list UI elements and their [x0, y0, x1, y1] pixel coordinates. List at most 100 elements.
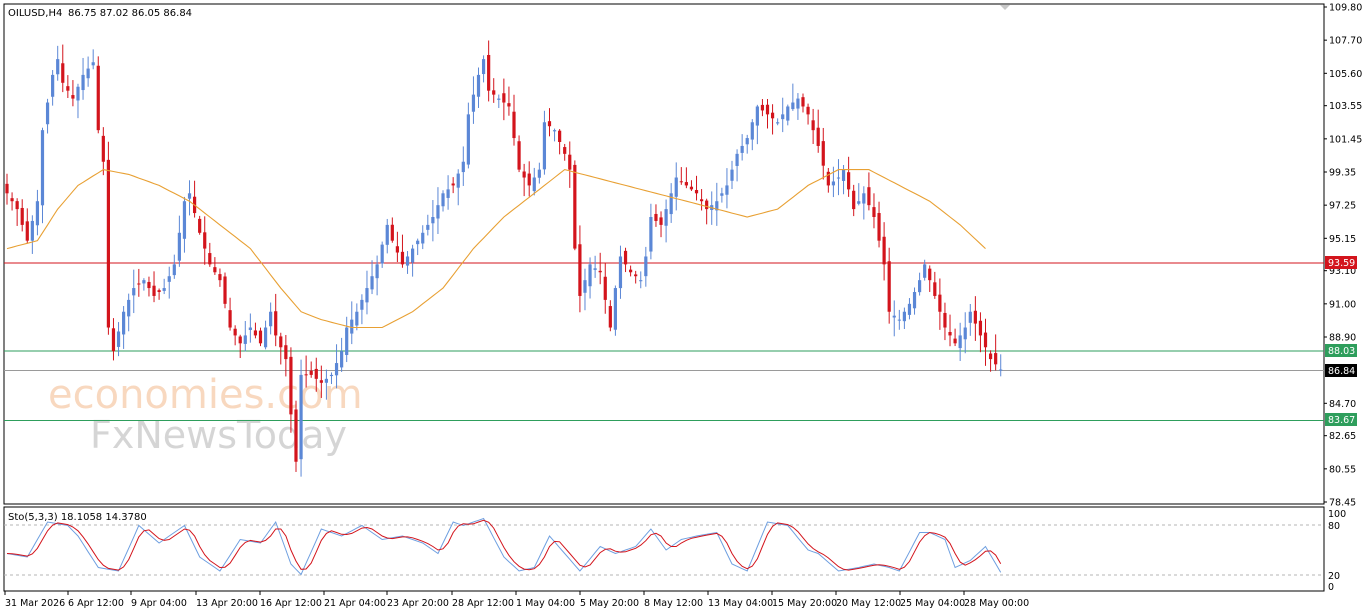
candle-bull: [365, 288, 369, 303]
candle-bear: [487, 54, 491, 91]
candle-bull: [781, 114, 785, 120]
candle-bear: [137, 283, 141, 285]
candle-bear: [872, 207, 876, 217]
time-tick-label: 1 May 04:00: [516, 598, 575, 609]
time-tick-label: 23 Apr 20:00: [387, 598, 449, 609]
stochastic-label: Sto(5,3,3) 18.1058 14.3780: [8, 512, 147, 523]
candle-bear: [882, 236, 886, 265]
price-tick-label: 84.70: [1329, 399, 1356, 410]
price-tick-label: 91.00: [1329, 299, 1356, 310]
candle-bull: [299, 374, 303, 460]
candle-bear: [10, 198, 14, 202]
candle-bear: [223, 276, 227, 304]
price-tick-label: 82.65: [1329, 431, 1356, 442]
candle-bull: [776, 122, 780, 124]
candle-bull: [674, 177, 678, 197]
candle-bull: [375, 264, 379, 279]
candle-bull: [436, 205, 440, 219]
candle-bear: [877, 213, 881, 241]
candle-bull: [791, 102, 795, 110]
candle-bull: [750, 122, 754, 140]
time-tick-label: 16 Apr 12:00: [260, 598, 322, 609]
candle-bear: [451, 183, 455, 186]
candle-bear: [390, 224, 394, 241]
candle-bear: [943, 312, 947, 328]
candle-bull: [862, 193, 866, 204]
candle-bear: [847, 172, 851, 190]
candle-bear: [603, 276, 607, 300]
time-tick-label: 8 May 12:00: [644, 598, 703, 609]
chart-shift-marker[interactable]: [1000, 5, 1010, 10]
candle-bear: [61, 63, 65, 83]
stochastic-axis-100: 100: [1328, 509, 1346, 520]
stochastic-plot-frame: [3, 506, 1325, 592]
candle-bull: [542, 122, 547, 170]
svg-text:86.84: 86.84: [1328, 366, 1355, 377]
candle-bull: [441, 193, 445, 207]
price-tick-label: 88.90: [1329, 333, 1356, 344]
candle-bull: [720, 193, 724, 196]
candle-bull: [334, 363, 339, 376]
candle-bear: [238, 336, 242, 344]
candle-bull: [735, 153, 739, 166]
candle-bear: [816, 127, 820, 146]
candle-bull: [416, 240, 420, 245]
candle-bear: [507, 103, 511, 107]
candle-bear: [770, 112, 775, 119]
candle-bear: [563, 147, 567, 154]
candle-bear: [801, 97, 805, 107]
candle-bear: [106, 159, 110, 328]
candle-bull: [669, 193, 673, 215]
svg-text:93.59: 93.59: [1328, 258, 1355, 269]
chart-symbol: OILUSD,H4: [8, 8, 62, 19]
stochastic-signal-line: [6, 519, 1002, 571]
candle-bear: [938, 294, 942, 312]
candle-bear: [152, 285, 156, 296]
candle-bull: [497, 98, 501, 100]
candle-bull: [182, 201, 187, 239]
candle-bull: [730, 169, 734, 181]
candle-bull: [56, 59, 60, 75]
candle-bull: [142, 280, 146, 284]
candle-bear: [198, 218, 202, 233]
candle-bull: [167, 276, 171, 282]
stochastic-axis-80: 80: [1328, 521, 1340, 532]
watermark: economies.com FxNewsToday: [48, 372, 363, 457]
candle-bull: [836, 177, 841, 179]
candle-bear: [304, 374, 308, 376]
candle-bull: [248, 327, 252, 330]
candle-bear: [826, 171, 830, 186]
candle-bear: [233, 328, 237, 336]
time-tick-label: 28 Apr 12:00: [452, 598, 514, 609]
candle-bull: [187, 193, 192, 199]
candle-bear: [15, 201, 19, 210]
candle-bull: [471, 94, 476, 112]
candle-bear: [608, 306, 612, 328]
chart-ohlc: 86.75 87.02 86.05 86.84: [68, 8, 192, 19]
time-tick-label: 21 Apr 04:00: [324, 598, 386, 609]
candle-bear: [953, 338, 957, 344]
candle-bear: [679, 181, 683, 183]
svg-text:83.67: 83.67: [1328, 415, 1355, 426]
candle-bear: [213, 267, 217, 273]
candle-bull: [907, 303, 912, 315]
price-tick-label: 107.70: [1329, 36, 1362, 47]
stochastic-axis-20: 20: [1328, 571, 1340, 582]
candle-bear: [765, 104, 770, 115]
candle-bull: [644, 256, 648, 277]
time-tick-label: 31 Mar 2026: [5, 598, 65, 609]
candle-bear: [319, 380, 323, 383]
candle-bear: [573, 164, 577, 249]
price-tick-label: 105.60: [1329, 69, 1362, 80]
candle-bull: [263, 327, 268, 348]
candle-bear: [983, 332, 988, 348]
time-tick-label: 20 May 12:00: [836, 598, 901, 609]
price-tag-green-upper: 88.03: [1325, 344, 1357, 357]
price-tag-current: 86.84: [1325, 364, 1357, 377]
candle-bear: [978, 320, 983, 336]
price-tick-label: 101.45: [1329, 134, 1362, 145]
candle-bull: [122, 311, 126, 335]
time-tick-label: 28 May 00:00: [964, 598, 1029, 609]
time-tick-label: 25 May 04:00: [900, 598, 965, 609]
